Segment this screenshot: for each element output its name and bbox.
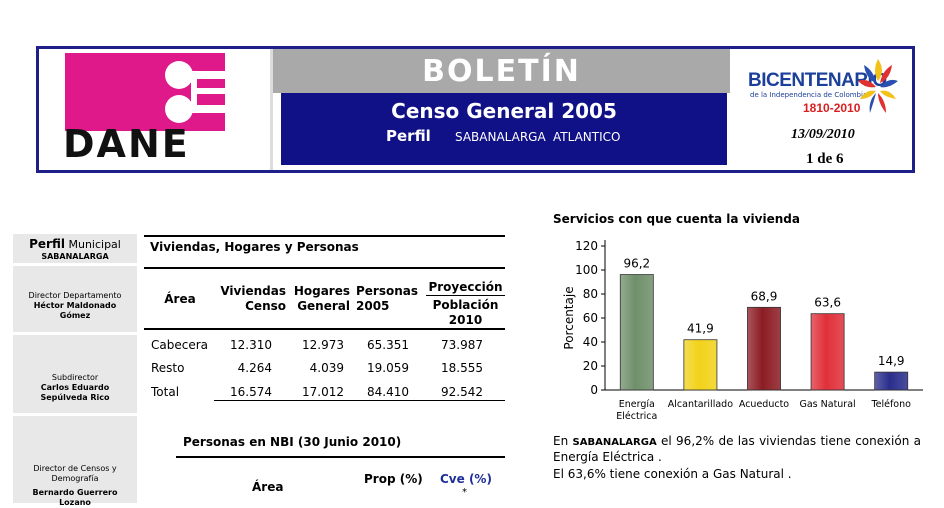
perfil-place: SABANALARGA — [455, 130, 546, 144]
table-cell: 17.012 — [302, 385, 344, 399]
col-header-hogares: Hogares General — [293, 284, 350, 313]
x-tick-label: Energía — [619, 399, 655, 410]
x-tick-label: Eléctrica — [616, 411, 657, 422]
nbi-col-prop: Prop (%) — [364, 472, 423, 486]
table-rule — [144, 235, 505, 237]
y-tick-label: 120 — [575, 239, 598, 253]
dane-logo-mark — [65, 53, 225, 131]
header-date: 13/09/2010 — [791, 127, 855, 142]
table-cell: 12.973 — [302, 338, 344, 352]
bar-value-label: 14,9 — [878, 354, 905, 368]
sidebar-person-name: Carlos Eduardo Sepúlveda Rico — [40, 383, 110, 402]
table-rule — [144, 328, 505, 330]
sidebar — [13, 234, 137, 503]
chart-title: Servicios con que cuenta la vivienda — [553, 212, 800, 226]
table-rule — [176, 456, 505, 458]
x-tick-label: Acueducto — [739, 399, 789, 410]
subtitle: Censo General 2005 — [391, 99, 617, 123]
y-tick-label: 80 — [583, 287, 598, 301]
sidebar-place: SABANALARGA — [41, 252, 109, 261]
bar — [683, 339, 718, 391]
bar — [619, 274, 654, 391]
bar — [810, 313, 845, 391]
sidebar-separator — [13, 332, 137, 335]
col-header-viviendas: Viviendas Censo — [220, 284, 286, 313]
page-title: BOLETÍN — [422, 54, 581, 89]
col-header-proyeccion: Proyección — [428, 280, 503, 294]
table-cell-area: Resto — [151, 361, 185, 375]
bar-value-label: 41,9 — [687, 322, 714, 336]
nbi-footnote-star: * — [462, 487, 467, 498]
sidebar-separator — [13, 413, 137, 416]
nbi-col-area: Área — [252, 480, 284, 494]
x-tick-label: Alcantarillado — [668, 399, 733, 410]
bar-value-label: 68,9 — [751, 289, 778, 303]
table-cell: 84.410 — [367, 385, 409, 399]
table-cell-area: Cabecera — [151, 338, 208, 352]
sidebar-role: Director Departamento — [28, 291, 122, 300]
subtitle-box — [281, 93, 727, 165]
bicentenario-logo-text: BICENTENARIO — [748, 70, 887, 91]
sidebar-role: Director de Censos y Demografía — [33, 464, 117, 483]
table-cell: 18.555 — [441, 361, 483, 375]
y-tick-label: 100 — [575, 263, 598, 277]
y-axis-label: Porcentaje — [562, 286, 576, 349]
sidebar-separator — [13, 263, 137, 266]
x-tick-label: Gas Natural — [799, 399, 855, 410]
sidebar-person-name: Bernardo Guerrero Lozano — [32, 488, 118, 507]
table-cell: 16.574 — [230, 385, 272, 399]
table-cell: 92.542 — [441, 385, 483, 399]
table-cell: 65.351 — [367, 338, 409, 352]
title-band — [273, 49, 730, 93]
col-header-poblacion: Población 2010 — [432, 298, 499, 327]
table-cell: 4.039 — [309, 361, 344, 375]
table-cell-area: Total — [151, 385, 180, 399]
bar-value-label: 96,2 — [623, 257, 650, 271]
table-cell: 12.310 — [230, 338, 272, 352]
bicentenario-emblem-icon — [858, 59, 898, 113]
bar-value-label: 63,6 — [814, 296, 841, 310]
chart-description: En SABANALARGA el 96,2% de las viviendas… — [553, 434, 921, 464]
table-title: Viviendas, Hogares y Personas — [150, 240, 359, 254]
dane-logo-text: DANE — [63, 122, 190, 166]
header-divider — [270, 49, 273, 170]
sidebar-person-name: Héctor Maldonado Gómez — [33, 301, 117, 320]
table-rule — [144, 267, 505, 269]
perfil-label: Perfil — [386, 127, 431, 145]
col-header-area: Área — [164, 292, 196, 306]
x-tick-label: Teléfono — [870, 399, 911, 410]
nbi-title: Personas en NBI (30 Junio 2010) — [183, 435, 402, 449]
bar-chart: 0 20 40 60 80 100 120 Porcentaje 96,2 EnergíaEléc… — [562, 239, 923, 422]
bar — [747, 306, 781, 391]
bicentenario-years: 1810-2010 — [803, 101, 861, 115]
y-tick-label: 20 — [583, 359, 598, 373]
table-rule — [426, 295, 505, 296]
sidebar-perfil: Perfil Municipal — [29, 237, 121, 251]
y-tick-label: 40 — [583, 335, 598, 349]
sidebar-role: Subdirector — [51, 373, 99, 382]
table-cell: 73.987 — [441, 338, 483, 352]
perfil-department: ATLANTICO — [553, 130, 621, 144]
page-number: 1 de 6 — [806, 151, 844, 167]
table-cell: 4.264 — [237, 361, 272, 375]
col-header-personas: Personas 2005 — [356, 284, 419, 313]
bar — [874, 371, 909, 391]
y-tick-label: 60 — [583, 311, 598, 325]
table-cell: 19.059 — [367, 361, 409, 375]
nbi-col-cve: Cve (%) — [440, 472, 492, 486]
y-tick-label: 0 — [590, 383, 598, 397]
table-rule — [214, 400, 505, 401]
bicentenario-subtitle: de la Independencia de Colombia — [750, 91, 868, 99]
chart-description-2: El 63,6% tiene conexión a Gas Natural . — [553, 467, 792, 481]
